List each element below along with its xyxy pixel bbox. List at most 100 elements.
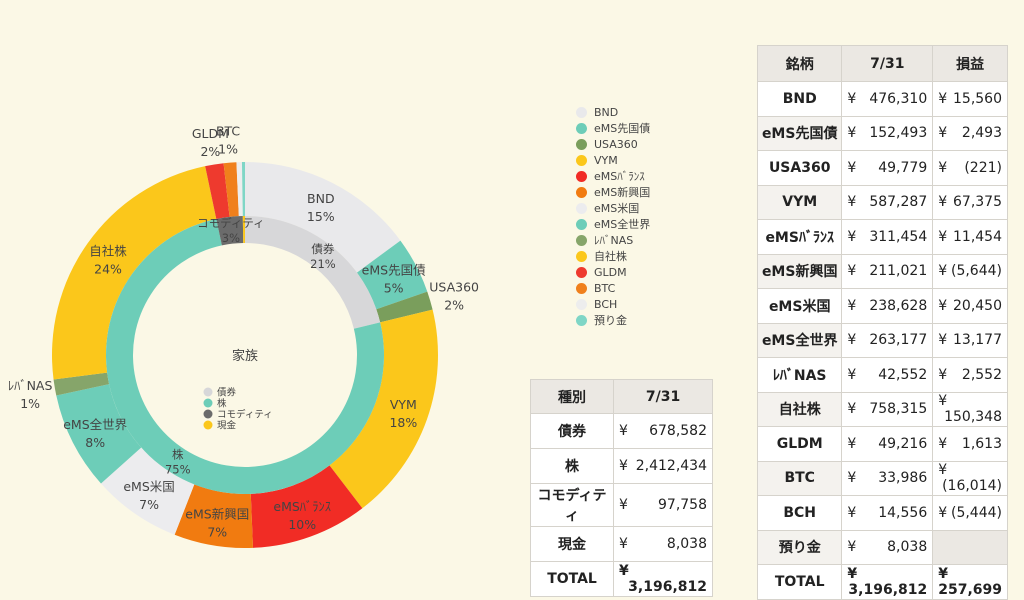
value-cell: ¥3,196,812 [841,564,934,600]
legend-item: 預り金 [576,312,650,328]
inner-slice-item-3 [242,216,245,244]
value-cell: ¥8,038 [841,529,934,565]
value-cell: ¥33,986 [841,460,934,496]
holdings-header-date: 7/31 [841,45,934,82]
row-name: BCH [756,495,843,531]
outer-pct-ems: 8% [85,435,105,450]
row-name: 自社株 [756,391,843,427]
amount-value: 13,177 [953,332,1002,349]
pl-cell: ¥ (16,014) [932,460,1008,496]
legend-item: 自社株 [576,248,650,264]
outer-slice-ems [56,384,142,484]
currency-symbol: ¥ [847,435,857,452]
outer-label-ems: eMS全世界 [63,417,127,432]
pl-cell: ¥11,454 [932,219,1008,255]
pl-cell: ¥20,450 [932,288,1008,324]
outer-pct-item-9: 24% [94,262,122,277]
legend-item: ﾚﾊﾞNAS [576,232,650,248]
table-row: TOTAL ¥3,196,812 [529,561,713,597]
asset-type-table: 種別 7/31 債券 ¥678,582 株 ¥2,412,434 コモディティ ¥97,7… [529,379,713,597]
holdings-table: 銘柄 7/31 損益 BND ¥476,310 ¥15,560 eMS先国債 ¥152,… [756,45,1008,600]
legend-item: VYM [576,152,650,168]
value-cell: ¥238,628 [841,288,934,324]
inner-legend-label-1: 株 [217,398,227,410]
legend-label: USA360 [594,137,638,151]
currency-symbol: ¥ [619,536,628,552]
legend-label: BCH [594,297,618,311]
currency-symbol: ¥ [847,470,857,487]
amount-value: 49,779 [878,159,928,176]
legend-swatch [576,266,587,278]
center-label: 家族 [232,348,258,364]
inner-slice-item-2 [216,216,244,246]
currency-symbol: ¥ [847,565,858,582]
inner-label-item-0: 債券 [311,242,334,256]
currency-symbol: ¥ [938,504,948,521]
pl-cell: ¥ (221) [932,150,1008,186]
legend-swatch [576,202,587,214]
amount-value: 263,177 [869,332,928,349]
legend-label: ﾚﾊﾞNAS [594,234,634,247]
pl-cell: ¥150,348 [932,391,1008,427]
table-row: 現金 ¥8,038 [529,526,713,562]
currency-symbol: ¥ [847,539,857,556]
inner-pct-item-2: 3% [222,231,240,245]
legend-swatch [576,106,587,118]
row-name: 株 [529,448,615,484]
table-row: TOTAL ¥3,196,812 ¥257,699 [756,564,1008,600]
currency-symbol: ¥ [847,263,857,280]
type-header-date: 7/31 [613,379,713,414]
table-row: USA360 ¥49,779 ¥ (221) [756,150,1008,186]
table-row: VYM ¥587,287 ¥67,375 [756,184,1008,220]
outer-slice-item-9 [52,166,217,380]
amount-value: 587,287 [869,194,928,211]
outer-pct-btc: 1% [218,142,238,157]
pl-cell: ¥13,177 [932,322,1008,358]
table-row: GLDM ¥49,216 ¥1,613 [756,426,1008,462]
row-name: TOTAL [529,561,615,597]
outer-label-nas: ﾚﾊﾞNAS [8,378,53,393]
currency-symbol: ¥ [847,401,857,418]
outer-label-bnd: BND [307,191,335,206]
value-cell: ¥311,454 [841,219,934,255]
legend-swatch [576,298,587,310]
currency-symbol: ¥ [847,366,857,383]
outer-pct-gldm: 2% [200,144,220,159]
outer-pct-usa360: 2% [444,297,464,312]
legend-swatch [576,218,587,230]
value-cell: ¥758,315 [841,391,934,427]
inner-legend-swatch-3 [203,420,213,430]
legend-item: eMS先国債 [576,120,650,136]
legend-item: eMS全世界 [576,216,650,232]
legend-item: eMSﾊﾞﾗﾝｽ [576,168,650,184]
legend-item: GLDM [576,264,650,280]
amount-value: 152,493 [869,125,928,142]
currency-symbol: ¥ [619,563,629,579]
value-cell: ¥8,038 [613,526,713,562]
currency-symbol: ¥ [938,159,948,176]
legend-item: eMS米国 [576,200,650,216]
amount-value: 311,454 [869,228,928,245]
holdings-header-name: 銘柄 [756,45,843,82]
amount-value: 1,613 [961,435,1002,452]
amount-value: 8,038 [666,536,707,552]
table-row: eMS先国債 ¥152,493 ¥2,493 [756,115,1008,151]
amount-value: (221) [964,159,1002,176]
legend-label: eMS米国 [594,202,640,215]
currency-symbol: ¥ [847,504,857,521]
table-row: BCH ¥14,556 ¥ (5,444) [756,495,1008,531]
inner-label-item-2: コモディティ [197,216,265,230]
legend-label: eMS全世界 [594,218,651,231]
outer-slice-btc [223,162,239,217]
pl-cell: ¥ (5,644) [932,253,1008,289]
currency-symbol: ¥ [938,297,948,314]
table-row: 預り金 ¥8,038 [756,529,1008,565]
inner-legend-swatch-1 [203,398,213,408]
row-name: USA360 [756,150,843,186]
outer-slice-item-13 [241,162,245,217]
table-row: eMSﾊﾞﾗﾝｽ ¥311,454 ¥11,454 [756,219,1008,255]
currency-symbol: ¥ [619,497,628,513]
legend-swatch [576,122,587,134]
inner-pct-item-1: 75% [165,463,191,477]
legend-label: eMS先国債 [594,122,651,135]
